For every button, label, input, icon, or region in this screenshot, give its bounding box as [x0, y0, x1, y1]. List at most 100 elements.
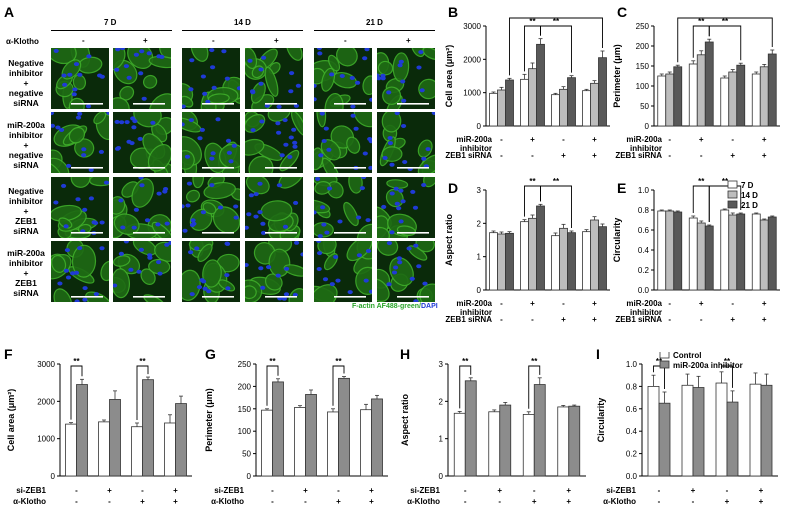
bar-2-2 [696, 222, 706, 291]
bar-1-2 [488, 411, 501, 477]
significance-label: ** [531, 357, 538, 366]
y-tick-label: 1.0 [638, 186, 650, 195]
bar-3-1 [505, 232, 514, 291]
bar-2-4 [590, 219, 599, 291]
significance-label: ** [553, 178, 560, 186]
condition-row2-mark: - [692, 497, 695, 506]
micrograph-r2-c3 [182, 112, 240, 173]
micrograph-r4-c6 [377, 241, 435, 302]
bar-1-2 [688, 217, 698, 291]
bar-2-4 [760, 384, 773, 477]
y-tick-label: 50 [640, 102, 649, 111]
bar-3-2 [536, 205, 545, 291]
legend-label-2: 14 D [741, 191, 758, 200]
y-tick-label: 0 [477, 286, 482, 295]
micrograph-r1-c3 [182, 48, 240, 109]
condition-row2-mark: - [531, 151, 534, 160]
significance-label: * [554, 14, 558, 18]
bar-1-4 [582, 90, 591, 127]
condition-row1-label: si-ZEB1 [410, 486, 440, 495]
bar-3-4 [767, 216, 777, 291]
y-axis-label: Perimeter (μm) [612, 44, 622, 108]
bar-1-3 [551, 94, 560, 127]
condition-row2-mark: + [759, 497, 764, 506]
condition-row2-mark: + [140, 497, 145, 506]
condition-row1-mark: - [668, 135, 671, 144]
micrograph-r1-c4 [245, 48, 303, 109]
condition-row2-mark: + [725, 497, 730, 506]
condition-row1-mark: - [141, 486, 144, 495]
y-axis-label: Circularity [612, 218, 622, 263]
significance-label: ** [698, 17, 705, 26]
condition-row1-mark: - [731, 299, 734, 308]
legend-swatch-2 [659, 360, 670, 369]
klotho-mark-2: + [143, 36, 148, 45]
condition-row2-mark: - [700, 315, 703, 324]
y-tick-label: 0.2 [626, 450, 638, 459]
bar-3-1 [673, 211, 683, 291]
bar-3-4 [767, 53, 777, 127]
significance-label: ** [722, 17, 729, 26]
condition-row2-mark: + [561, 151, 566, 160]
bar-2-3 [533, 384, 546, 477]
significance-label: ** [698, 178, 705, 186]
micrograph-r2-c6 [377, 112, 435, 173]
chart-circularity-treatment: 0.0 0.2 0.4 0.6 0.8 1.0 Circularity ** ** si-ZEB1… [596, 352, 778, 506]
condition-row1-mark: - [668, 299, 671, 308]
condition-row2-mark: - [668, 151, 671, 160]
bar-1-2 [688, 63, 698, 127]
bar-1-2 [98, 421, 110, 477]
bar-3-4 [598, 226, 607, 291]
panel-label-i: I [596, 346, 600, 362]
condition-row1-mark: - [658, 486, 661, 495]
row-label-3: Negative inhibitor + ZEB1 siRNA [8, 186, 44, 236]
micrograph-r2-c2 [113, 112, 171, 173]
legend-label-1: Control [673, 352, 701, 360]
condition-row2-mark: + [762, 151, 767, 160]
klotho-mark-3: - [212, 36, 215, 45]
condition-row1-label: miR-200a inhibitor [456, 299, 492, 317]
header-rule-21d [314, 30, 435, 31]
klotho-mark-5: - [344, 36, 347, 45]
significance-bracket [708, 185, 742, 222]
klotho-mark-4: + [274, 36, 279, 45]
legend-label-1: 7 D [741, 181, 754, 190]
header-rule-14d [182, 30, 303, 31]
y-tick-label: 0.6 [638, 226, 650, 235]
bar-1-4 [751, 73, 761, 127]
row-label-4: miR-200a inhibitor + ZEB1 siRNA [7, 248, 45, 298]
significance-label: ** [724, 357, 731, 366]
bar-2-3 [726, 401, 739, 477]
condition-row2-label: ZEB1 siRNA [615, 151, 662, 160]
bar-1-1 [489, 232, 498, 291]
condition-row1-mark: + [691, 486, 696, 495]
legend-label-3: 21 D [741, 201, 758, 210]
y-tick-label: 0 [247, 472, 252, 481]
y-tick-label: 0.4 [626, 427, 638, 436]
y-tick-label: 100 [238, 427, 252, 436]
condition-row1-mark: - [731, 135, 734, 144]
condition-row1-mark: + [699, 299, 704, 308]
chart-perimeter-treatment: 0 50 100 150 200 250 Perimeter (μm) ** ** si-ZEB1… [204, 357, 388, 506]
bar-1-4 [360, 409, 372, 477]
condition-row2-label: ZEB1 siRNA [445, 315, 492, 324]
bar-1-3 [720, 209, 730, 291]
time-header-7d: 7 D [104, 18, 117, 27]
micrograph-r3-c4 [245, 177, 303, 238]
condition-row1-mark: - [337, 486, 340, 495]
bar-1-2 [520, 78, 529, 127]
significance-bracket [509, 17, 603, 76]
bar-2-3 [559, 227, 568, 291]
legend-label-2: miR-200a inhibitor [673, 361, 743, 370]
condition-row1-mark: + [107, 486, 112, 495]
bar-3-3 [736, 213, 746, 291]
bar-3-4 [598, 57, 607, 127]
y-tick-label: 0.8 [638, 206, 650, 215]
significance-label: ** [73, 357, 80, 366]
bar-2-4 [759, 219, 769, 291]
y-axis-label: Circularity [596, 398, 606, 443]
significance-label: ** [553, 17, 560, 26]
micrograph-r2-c5 [314, 112, 372, 173]
y-tick-label: 150 [238, 405, 252, 414]
y-axis-label: Cell area (μm²) [6, 389, 16, 452]
